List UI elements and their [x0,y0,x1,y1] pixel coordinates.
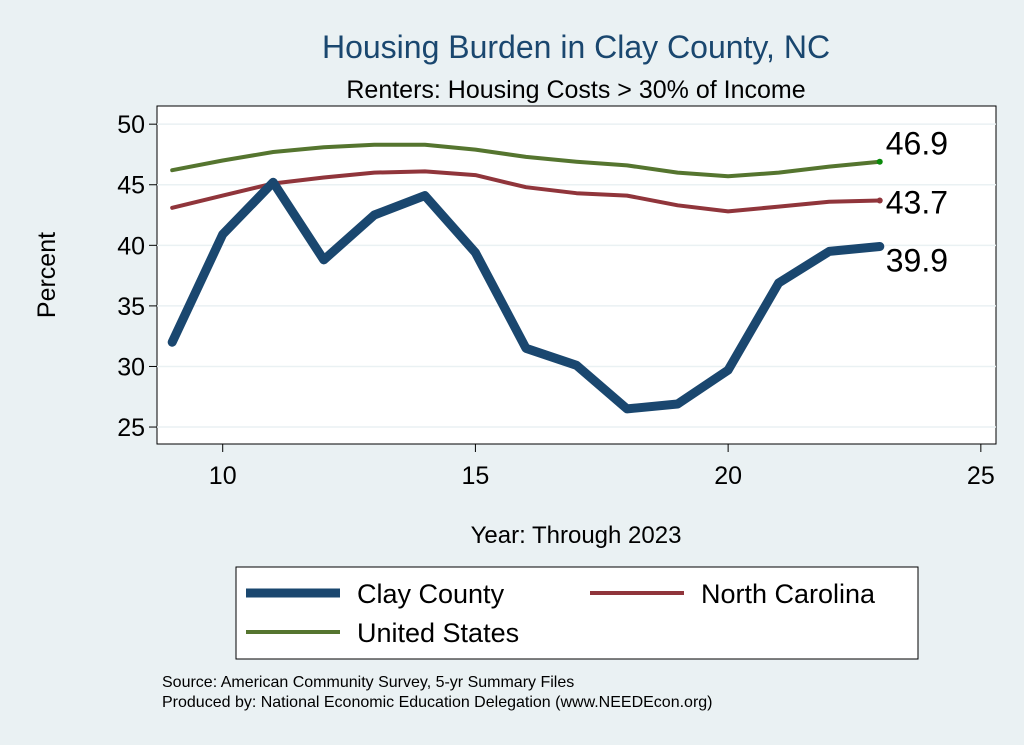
y-tick-label-45: 45 [117,172,145,200]
y-axis-label: Percent [33,232,61,318]
series-line-clay-county [167,177,885,414]
y-tick-label-40: 40 [117,232,145,260]
series-lines [167,142,885,414]
axes: 25 30 35 40 45 50 10 15 20 25 [117,111,995,490]
series-endpoint-north-carolina [876,197,883,204]
legend-box [235,566,919,660]
series-endpoint-clay-county [875,242,884,251]
legend: Clay County North Carolina United States [235,566,919,660]
y-tick-label-50: 50 [117,111,145,139]
chart-title: Housing Burden in Clay County, NC [322,29,830,65]
y-tick-label-25: 25 [117,414,145,442]
legend-label-clay-county: Clay County [357,579,505,609]
x-tick-label-25: 25 [967,462,995,490]
plot-area [156,105,997,445]
end-labels: 39.9 43.7 46.9 [886,126,948,279]
y-tick-label-30: 30 [117,353,145,381]
x-tick-label-10: 10 [209,462,237,490]
series-line-north-carolina [170,169,882,214]
legend-label-north-carolina: North Carolina [701,579,876,609]
legend-label-united-states: United States [357,618,519,648]
x-tick-label-15: 15 [462,462,490,490]
series-line-united-states [170,142,882,179]
chart-subtitle: Renters: Housing Costs > 30% of Income [346,76,805,104]
end-label-clay-county: 39.9 [886,243,948,279]
end-label-united-states: 46.9 [886,126,948,162]
y-tick-label-35: 35 [117,293,145,321]
end-label-north-carolina: 43.7 [886,184,948,220]
source-line: Source: American Community Survey, 5-yr … [162,674,575,691]
series-endpoint-united-states [876,158,883,165]
x-axis-label: Year: Through 2023 [471,522,682,549]
x-tick-label-20: 20 [714,462,742,490]
producer-line: Produced by: National Economic Education… [162,694,713,711]
